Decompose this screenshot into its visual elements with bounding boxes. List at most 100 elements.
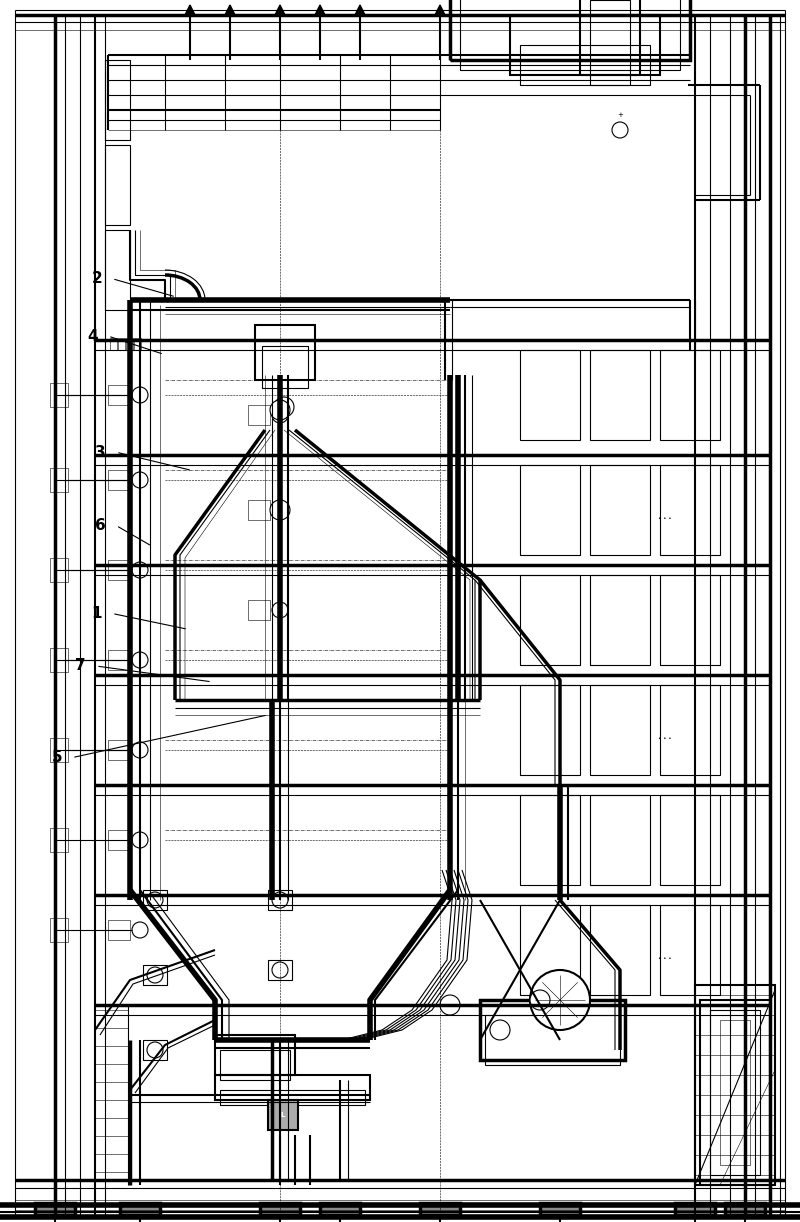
- Circle shape: [272, 602, 288, 618]
- Bar: [248, 600, 270, 620]
- Text: 3: 3: [95, 445, 106, 459]
- Bar: [108, 560, 130, 580]
- Bar: [262, 346, 308, 389]
- Circle shape: [270, 500, 290, 521]
- Bar: [255, 325, 315, 380]
- Bar: [590, 576, 650, 665]
- Bar: [660, 906, 720, 995]
- Bar: [660, 349, 720, 440]
- Bar: [120, 1202, 160, 1215]
- Text: 7: 7: [75, 659, 86, 673]
- Bar: [50, 829, 68, 852]
- Circle shape: [132, 387, 148, 403]
- Bar: [108, 830, 130, 851]
- Circle shape: [132, 742, 148, 758]
- Bar: [108, 920, 130, 940]
- Circle shape: [440, 995, 460, 1015]
- Bar: [50, 382, 68, 407]
- Bar: [105, 60, 130, 141]
- Text: 1: 1: [91, 606, 102, 621]
- Circle shape: [612, 122, 628, 138]
- Text: L: L: [281, 1112, 285, 1118]
- Bar: [725, 1202, 765, 1215]
- Bar: [108, 650, 130, 670]
- Bar: [420, 1202, 460, 1215]
- Circle shape: [147, 892, 163, 908]
- Bar: [520, 686, 580, 775]
- Text: • • •: • • •: [658, 956, 672, 960]
- Polygon shape: [225, 5, 235, 15]
- Bar: [485, 1015, 620, 1066]
- Text: 5: 5: [51, 750, 62, 765]
- Bar: [520, 796, 580, 885]
- Bar: [590, 906, 650, 995]
- Polygon shape: [275, 5, 285, 15]
- Bar: [105, 145, 130, 225]
- Bar: [260, 1202, 300, 1215]
- Bar: [268, 960, 292, 980]
- Bar: [510, 15, 660, 75]
- Bar: [580, 0, 640, 75]
- Circle shape: [132, 653, 148, 668]
- Bar: [118, 338, 125, 349]
- Bar: [590, 466, 650, 555]
- Text: +: +: [617, 112, 623, 119]
- Bar: [50, 648, 68, 672]
- Circle shape: [272, 407, 288, 423]
- Circle shape: [132, 562, 148, 578]
- Circle shape: [272, 502, 288, 518]
- Bar: [590, 0, 630, 86]
- Bar: [720, 1020, 750, 1165]
- Polygon shape: [435, 5, 445, 15]
- Bar: [108, 470, 130, 490]
- Bar: [660, 686, 720, 775]
- Bar: [520, 45, 650, 86]
- Bar: [675, 1202, 715, 1215]
- Bar: [126, 338, 133, 349]
- Bar: [540, 1202, 580, 1215]
- Bar: [50, 918, 68, 942]
- Bar: [660, 466, 720, 555]
- Text: 2: 2: [91, 271, 102, 286]
- Text: • • •: • • •: [658, 736, 672, 741]
- Circle shape: [272, 892, 288, 908]
- Bar: [700, 1000, 770, 1185]
- Bar: [450, 0, 690, 60]
- Bar: [268, 890, 292, 910]
- Text: 4: 4: [87, 329, 98, 343]
- Circle shape: [530, 970, 590, 1030]
- Bar: [695, 985, 775, 1185]
- Circle shape: [530, 990, 550, 1011]
- Circle shape: [132, 832, 148, 848]
- Bar: [105, 230, 130, 310]
- Bar: [520, 349, 580, 440]
- Bar: [215, 1035, 295, 1075]
- Circle shape: [490, 1020, 510, 1040]
- Bar: [248, 500, 270, 521]
- Bar: [520, 576, 580, 665]
- Bar: [143, 1040, 167, 1059]
- Bar: [108, 741, 130, 760]
- Bar: [220, 1090, 365, 1105]
- Bar: [480, 1000, 625, 1059]
- Bar: [143, 890, 167, 910]
- Bar: [590, 796, 650, 885]
- Bar: [248, 404, 270, 425]
- Polygon shape: [315, 5, 325, 15]
- Polygon shape: [185, 5, 195, 15]
- Circle shape: [147, 1042, 163, 1058]
- Bar: [710, 1011, 760, 1176]
- Circle shape: [132, 472, 148, 488]
- Circle shape: [270, 400, 290, 420]
- Polygon shape: [355, 5, 365, 15]
- Text: 6: 6: [95, 518, 106, 533]
- Circle shape: [132, 923, 148, 938]
- Bar: [520, 466, 580, 555]
- Bar: [50, 738, 68, 763]
- Bar: [108, 385, 130, 404]
- Text: • • •: • • •: [658, 516, 672, 521]
- Bar: [220, 1050, 290, 1080]
- Bar: [660, 796, 720, 885]
- Bar: [520, 906, 580, 995]
- Bar: [35, 1202, 75, 1215]
